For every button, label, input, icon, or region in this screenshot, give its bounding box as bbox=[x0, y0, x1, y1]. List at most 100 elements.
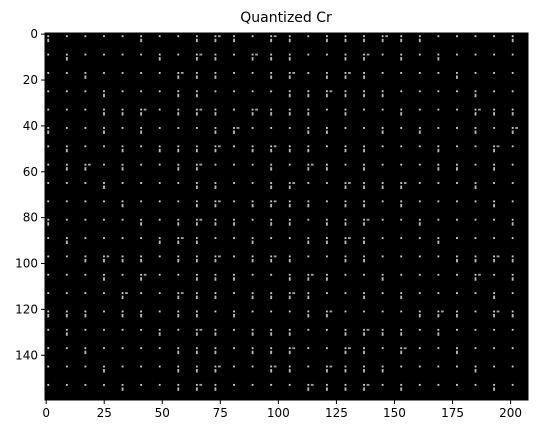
heatmap-cell bbox=[363, 145, 365, 148]
heatmap-cell bbox=[381, 93, 384, 98]
heatmap-cell bbox=[511, 310, 514, 313]
heatmap-cell bbox=[418, 365, 421, 368]
heatmap-cell bbox=[121, 255, 124, 258]
heatmap-cell bbox=[270, 185, 273, 189]
heatmap-cell bbox=[325, 387, 328, 391]
heatmap-cell bbox=[418, 383, 421, 386]
heatmap-cell bbox=[400, 218, 403, 221]
heatmap-cell bbox=[307, 218, 310, 221]
heatmap-cell bbox=[511, 182, 514, 184]
heatmap-cell bbox=[65, 310, 68, 313]
x-tick-label: 75 bbox=[213, 406, 228, 420]
heatmap-cell bbox=[158, 383, 161, 386]
heatmap-cell bbox=[65, 108, 68, 111]
heatmap-cell bbox=[363, 328, 365, 331]
heatmap-cell bbox=[307, 112, 310, 116]
heatmap-cell bbox=[121, 295, 124, 300]
heatmap-cell bbox=[47, 108, 50, 111]
heatmap-cell bbox=[65, 200, 68, 203]
heatmap-cell bbox=[158, 237, 161, 239]
heatmap-cell bbox=[344, 200, 347, 203]
heatmap-cell bbox=[140, 258, 143, 263]
heatmap-cell bbox=[325, 347, 328, 350]
heatmap-cell bbox=[84, 53, 87, 56]
heatmap-cell bbox=[474, 328, 477, 331]
heatmap-cell bbox=[233, 347, 235, 350]
heatmap-cell bbox=[84, 258, 87, 263]
heatmap-cell bbox=[288, 90, 291, 93]
heatmap-cell bbox=[307, 108, 310, 111]
heatmap-cell bbox=[474, 258, 477, 263]
heatmap-cell bbox=[381, 130, 384, 134]
heatmap-cell bbox=[255, 108, 258, 111]
heatmap-cell bbox=[515, 127, 519, 129]
heatmap-cell bbox=[344, 387, 347, 391]
heatmap-cell bbox=[84, 310, 87, 313]
heatmap-cell bbox=[140, 145, 143, 148]
heatmap-cell bbox=[363, 387, 365, 391]
heatmap-cell bbox=[418, 38, 421, 43]
heatmap-cell bbox=[440, 310, 444, 313]
heatmap-cell bbox=[195, 240, 198, 245]
heatmap-cell bbox=[325, 127, 328, 129]
heatmap-cell bbox=[325, 255, 328, 258]
heatmap-cell bbox=[474, 71, 477, 74]
heatmap-cell bbox=[177, 200, 180, 203]
heatmap-cell bbox=[437, 200, 440, 203]
heatmap-cell bbox=[140, 35, 143, 38]
heatmap-cell bbox=[65, 332, 68, 336]
heatmap-cell bbox=[65, 365, 68, 368]
heatmap-cell bbox=[307, 365, 310, 368]
heatmap-cell bbox=[325, 200, 328, 203]
heatmap-cell bbox=[288, 383, 291, 386]
heatmap-cell bbox=[158, 310, 161, 313]
heatmap-cell bbox=[344, 203, 347, 208]
heatmap-cell bbox=[233, 383, 235, 386]
heatmap-cell bbox=[474, 112, 477, 116]
heatmap-cell bbox=[456, 167, 458, 171]
heatmap-cell bbox=[214, 369, 217, 373]
heatmap-cell bbox=[288, 203, 291, 208]
heatmap-cell bbox=[363, 71, 365, 74]
heatmap-cell bbox=[158, 255, 161, 258]
heatmap-cell bbox=[65, 71, 68, 74]
heatmap-cell bbox=[456, 383, 458, 386]
heatmap-cell bbox=[140, 90, 143, 93]
heatmap-cell bbox=[214, 387, 217, 391]
heatmap-cell bbox=[400, 163, 403, 166]
heatmap-cell bbox=[363, 163, 365, 166]
heatmap-cell bbox=[307, 313, 310, 318]
heatmap-cell bbox=[288, 365, 291, 368]
heatmap-cell bbox=[214, 71, 217, 74]
heatmap-cell bbox=[474, 218, 477, 221]
y-tick-label: 40 bbox=[23, 119, 38, 133]
heatmap-cell bbox=[307, 130, 310, 134]
heatmap-cell bbox=[270, 148, 273, 153]
heatmap-cell bbox=[288, 75, 291, 79]
heatmap-cell bbox=[456, 75, 458, 79]
heatmap-cell bbox=[47, 347, 50, 350]
heatmap-cell bbox=[344, 35, 347, 38]
heatmap-cell bbox=[158, 53, 161, 56]
x-tick-label: 125 bbox=[325, 406, 348, 420]
heatmap-cell bbox=[325, 273, 328, 276]
heatmap-cell bbox=[418, 90, 421, 93]
heatmap-cell bbox=[437, 383, 440, 386]
heatmap-cell bbox=[325, 163, 328, 166]
heatmap-cell bbox=[195, 127, 198, 129]
heatmap-cell bbox=[251, 182, 254, 184]
heatmap-cell bbox=[158, 218, 161, 221]
heatmap-cell bbox=[511, 127, 514, 129]
heatmap-cell bbox=[400, 145, 403, 148]
heatmap-cell bbox=[310, 163, 314, 166]
heatmap-cell bbox=[214, 218, 217, 221]
heatmap-cell bbox=[177, 310, 180, 313]
heatmap-cell bbox=[47, 130, 50, 134]
heatmap-cell bbox=[381, 369, 384, 373]
heatmap-cell bbox=[233, 328, 235, 331]
heatmap-cell bbox=[251, 35, 254, 38]
heatmap-cell bbox=[255, 53, 258, 56]
heatmap-cell bbox=[400, 295, 403, 300]
heatmap-cell bbox=[121, 112, 124, 116]
heatmap-cell bbox=[121, 71, 124, 74]
